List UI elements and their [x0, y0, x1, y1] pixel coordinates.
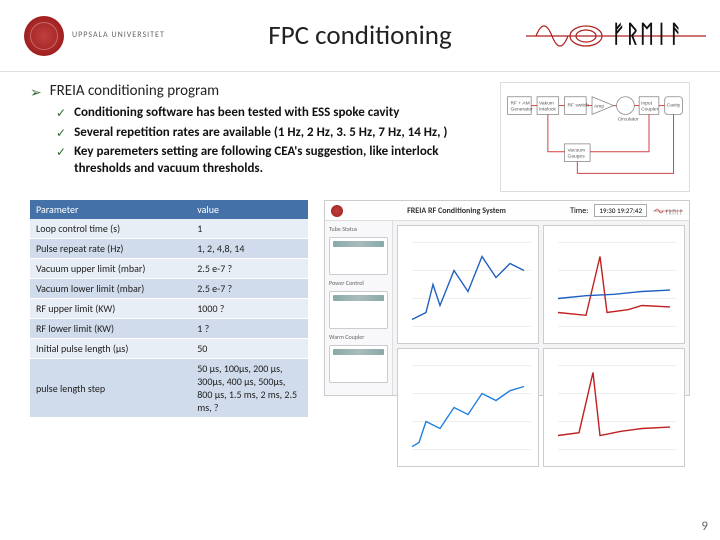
section-heading-text: FREIA conditioning program	[50, 82, 219, 100]
table-row: Vacuum lower limit (mbar)2.5 e-7 ?	[30, 279, 308, 299]
university-seal	[24, 16, 64, 56]
table-row: pulse length step50 µs, 100µs, 200 µs, 3…	[30, 359, 308, 418]
check-icon: ✓	[56, 107, 66, 123]
chart-panel	[543, 225, 685, 344]
svg-text:Circulator: Circulator	[618, 116, 639, 122]
check-icon: ✓	[56, 146, 66, 162]
svg-text:Vacuum: Vacuum	[568, 148, 586, 154]
svg-text:Cavity: Cavity	[667, 103, 681, 109]
table-row: Loop control time (s)1	[30, 219, 308, 239]
bullet-text: Several repetition rates are available (…	[74, 125, 447, 142]
svg-text:Input: Input	[641, 101, 653, 107]
screenshot-charts	[393, 221, 689, 395]
screenshot-header: FREIA RF Conditioning System Time: 19:30…	[325, 201, 689, 221]
svg-text:RF switch: RF switch	[568, 103, 590, 109]
side-label: Power Control	[329, 279, 388, 287]
list-item: ✓ Several repetition rates are available…	[56, 125, 486, 143]
side-panel	[329, 291, 388, 329]
side-panel	[329, 345, 388, 383]
table-cell: 2.5 e-7 ?	[191, 279, 308, 299]
content-row: ➢ FREIA conditioning program ✓ Condition…	[0, 72, 720, 192]
screenshot-title: FREIA RF Conditioning System	[349, 206, 564, 216]
table-row: RF upper limit (KW)1000 ?	[30, 299, 308, 319]
university-name: UPPSALA UNIVERSITET	[72, 31, 165, 40]
svg-text:Intelock: Intelock	[539, 106, 556, 112]
screenshot-seal-icon	[331, 205, 343, 217]
svg-text:Generator: Generator	[511, 106, 533, 112]
freia-logo: ᚠᚱᛖᛁᚨ	[526, 6, 706, 62]
chart-panel	[397, 225, 539, 344]
table-cell: Vacuum lower limit (mbar)	[30, 279, 191, 299]
bullet-list: ✓ Conditioning software has been tested …	[56, 105, 486, 178]
bullet-text: Key paremeters setting are following CEA…	[74, 144, 486, 178]
table-cell: Initial pulse length (µs)	[30, 339, 191, 359]
table-cell: 1000 ?	[191, 299, 308, 319]
slide-header: UPPSALA UNIVERSITET FPC conditioning ᚠᚱᛖ…	[0, 0, 720, 72]
table-cell: pulse length step	[30, 359, 191, 418]
col-header: Parameter	[30, 200, 191, 219]
time-value: 19:30 19:27:42	[594, 204, 647, 217]
arrow-icon: ➢	[30, 84, 42, 101]
list-item: ✓ Conditioning software has been tested …	[56, 105, 486, 123]
side-label: Warm Coupler	[329, 333, 388, 341]
table-cell: RF upper limit (KW)	[30, 299, 191, 319]
table-cell: Loop control time (s)	[30, 219, 191, 239]
list-item: ✓ Key paremeters setting are following C…	[56, 144, 486, 178]
table-header-row: Parameter value	[30, 200, 308, 219]
lower-row: Parameter value Loop control time (s)1Pu…	[0, 192, 720, 418]
table-cell: RF lower limit (KW)	[30, 319, 191, 339]
table-cell: 50	[191, 339, 308, 359]
svg-text:RF + AM: RF + AM	[511, 101, 530, 107]
table-cell: 1 ?	[191, 319, 308, 339]
svg-text:ᚠᚱᛖᛁᚨ: ᚠᚱᛖᛁᚨ	[665, 208, 683, 216]
bullet-text: Conditioning software has been tested wi…	[74, 105, 399, 122]
software-screenshot: FREIA RF Conditioning System Time: 19:30…	[324, 200, 690, 396]
table-cell: Vacuum upper limit (mbar)	[30, 259, 191, 279]
svg-text:Vakum: Vakum	[539, 101, 554, 107]
time-label: Time:	[570, 206, 588, 216]
svg-text:Coupler: Coupler	[641, 106, 658, 112]
table-row: RF lower limit (KW)1 ?	[30, 319, 308, 339]
table-row: Initial pulse length (µs)50	[30, 339, 308, 359]
table-row: Pulse repeat rate (Hz)1, 2, 4,8, 14	[30, 239, 308, 259]
chart-panel	[543, 348, 685, 467]
table-row: Vacuum upper limit (mbar)2.5 e-7 ?	[30, 259, 308, 279]
svg-text:Amp: Amp	[594, 104, 604, 110]
text-column: ➢ FREIA conditioning program ✓ Condition…	[30, 82, 486, 192]
table-cell: Pulse repeat rate (Hz)	[30, 239, 191, 259]
page-title: FPC conditioning	[268, 19, 451, 52]
svg-text:Gauges: Gauges	[568, 154, 586, 160]
check-icon: ✓	[56, 127, 66, 143]
table-cell: 1, 2, 4,8, 14	[191, 239, 308, 259]
side-label: Tube Status	[329, 225, 388, 233]
block-diagram: RF + AM Generator Vakum Intelock RF swit…	[500, 82, 690, 192]
chart-panel	[397, 348, 539, 467]
section-heading: ➢ FREIA conditioning program	[30, 82, 486, 101]
page-number: 9	[701, 519, 708, 534]
side-panel	[329, 237, 388, 275]
table-cell: 50 µs, 100µs, 200 µs, 300µs, 400 µs, 500…	[191, 359, 308, 418]
screenshot-logo-icon: ᚠᚱᛖᛁᚨ	[653, 205, 683, 217]
col-header: value	[191, 200, 308, 219]
svg-text:ᚠᚱᛖᛁᚨ: ᚠᚱᛖᛁᚨ	[611, 21, 683, 48]
screenshot-body: Tube Status Power Control Warm Coupler	[325, 221, 689, 395]
screenshot-sidebar: Tube Status Power Control Warm Coupler	[325, 221, 393, 395]
table-cell: 1	[191, 219, 308, 239]
table-cell: 2.5 e-7 ?	[191, 259, 308, 279]
parameter-table: Parameter value Loop control time (s)1Pu…	[30, 200, 308, 418]
